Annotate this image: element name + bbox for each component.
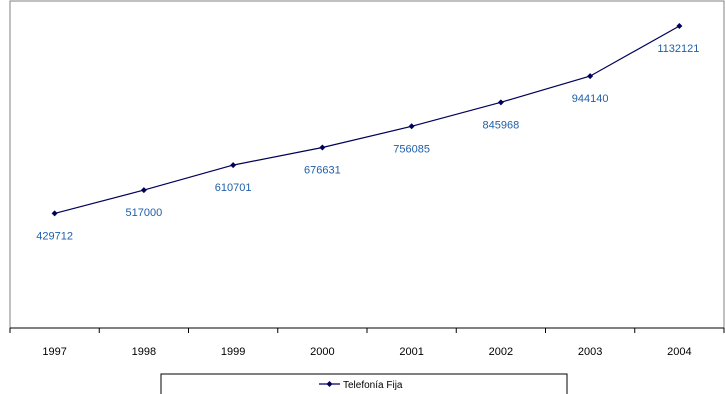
plot-frame <box>9 0 725 329</box>
series-telefonia-fija <box>51 23 683 217</box>
x-tick-label-1999: 1999 <box>221 346 245 358</box>
data-label-2003: 944140 <box>572 93 609 105</box>
series-line <box>54 25 680 214</box>
data-point-1997 <box>51 210 58 217</box>
data-label-1998: 517000 <box>126 207 163 219</box>
data-point-2002 <box>497 99 504 106</box>
data-label-2004: 1132121 <box>657 43 699 55</box>
data-label-2000: 676631 <box>304 165 341 177</box>
legend-entry-telefonia-fija: Telefonía Fija <box>343 380 403 391</box>
legend: Telefonía Fija <box>160 373 568 394</box>
data-label-1997: 429712 <box>36 230 73 242</box>
legend-box <box>160 373 568 394</box>
data-point-2003 <box>587 73 594 80</box>
data-label-1999: 610701 <box>215 182 252 194</box>
data-point-2004 <box>676 23 683 29</box>
x-tick-label-2001: 2001 <box>399 346 423 358</box>
legend-marker-swatch <box>326 381 333 387</box>
data-point-2001 <box>408 123 415 130</box>
data-labels: 429712 517000 610701 676631 756085 845968 9441… <box>36 43 699 242</box>
data-point-1998 <box>140 187 147 194</box>
x-tick-label-2002: 2002 <box>489 346 513 358</box>
data-label-2001: 756085 <box>393 143 430 155</box>
x-tick-label-1997: 1997 <box>42 346 66 358</box>
data-label-2002: 845968 <box>483 119 520 131</box>
data-point-2000 <box>319 144 326 151</box>
x-axis: 1997 1998 1999 2000 2001 2002 2003 2004 <box>9 327 725 358</box>
x-tick-label-1998: 1998 <box>132 346 156 358</box>
x-tick-label-2003: 2003 <box>578 346 602 358</box>
x-tick-label-2004: 2004 <box>667 346 691 358</box>
data-point-1999 <box>230 162 237 169</box>
x-tick-label-2000: 2000 <box>310 346 334 358</box>
